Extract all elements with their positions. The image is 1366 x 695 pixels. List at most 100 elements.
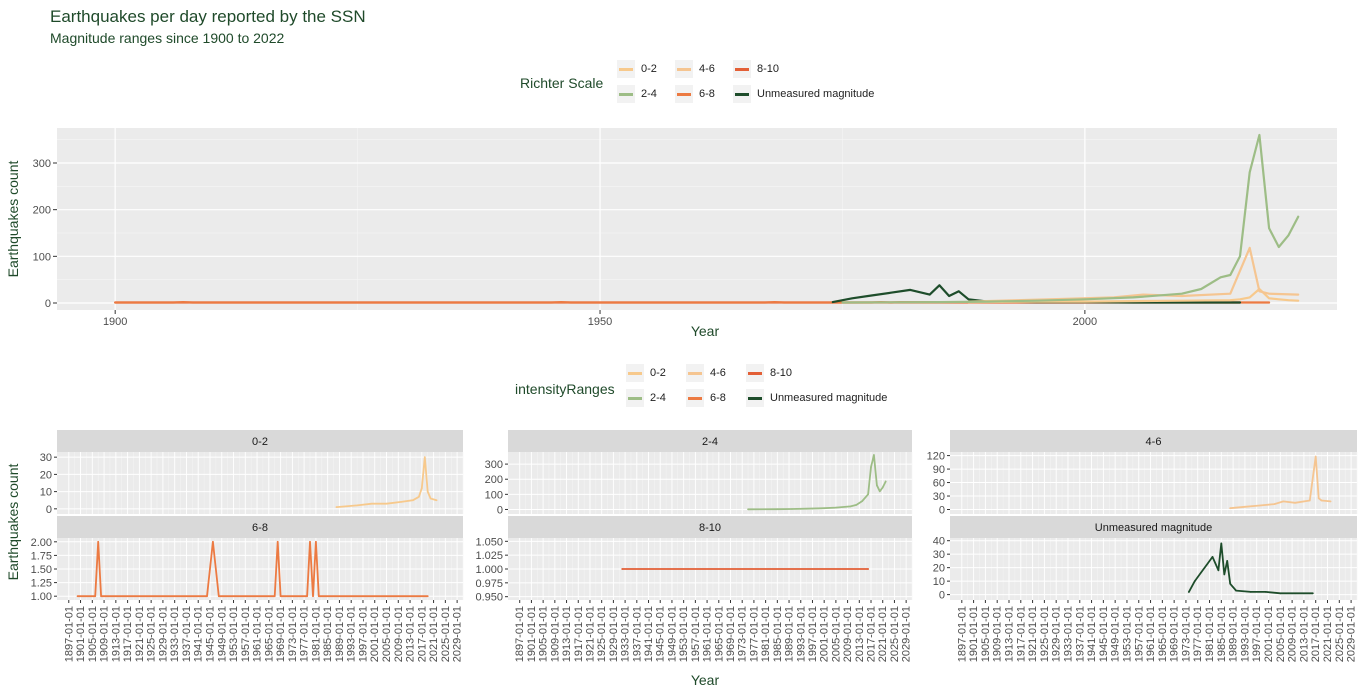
data-point [76,595,79,597]
chart-title: Earthquakes per day reported by the SSN [50,7,366,26]
y-tick-label: 100 [485,489,503,501]
facet-0-2: 0-2 0 10 20 30 [40,430,464,516]
x-tick-label: 1985-01-01 [1216,606,1228,662]
facet-strip [508,516,912,538]
x-tick-label: 2013-01-01 [1298,606,1310,662]
x-tick-label: 1929-01-01 [157,606,169,662]
x-tick-label: 1945-01-01 [204,606,216,662]
x-tick-label: 1925-01-01 [146,606,158,662]
data-point [621,568,623,570]
data-point [849,505,852,508]
legend-bottom-item-unmeasured-magnitude: Unmeasured magnitude [746,389,887,407]
x-tick-label: 1993-01-01 [795,606,807,662]
facet-plot-panel [57,452,463,514]
data-point [1314,455,1317,458]
x-tick-label: 1961-01-01 [252,606,264,662]
x-tick-label: 2000 [1073,316,1097,328]
x-tick-label: 1993-01-01 [346,606,358,662]
data-point [1297,293,1299,296]
x-tick-label: 2005-01-01 [830,606,842,662]
x-tick-label: 2001-01-01 [819,606,831,662]
x-tick-label: 1925-01-01 [1039,606,1051,662]
x-tick-label: 1981-01-01 [310,606,322,662]
legend-label: 2-4 [650,392,666,404]
facet-series-line [76,540,429,598]
facet-series-line [1188,542,1314,595]
x-tick-label: 1933-01-01 [620,606,632,662]
x-tick-label: 1921-01-01 [584,606,596,662]
legend-label: 6-8 [699,88,715,100]
facet-strip [57,516,463,538]
data-point [429,497,432,500]
legend-bottom-item-8-10: 8-10 [746,364,792,382]
x-tick-label: 2029-01-01 [901,606,913,662]
x-tick-label: 1977-01-01 [1192,606,1204,662]
x-tick-label: 1901-01-01 [526,606,538,662]
legend-label: 4-6 [699,63,715,75]
x-tick-label: 2025-01-01 [1334,606,1346,662]
data-point [1235,589,1237,592]
data-point [1217,569,1220,572]
x-tick-label: 1989-01-01 [334,606,346,662]
data-point [832,301,834,303]
x-tick-label: 1897-01-01 [514,606,526,662]
data-point [1229,292,1232,295]
data-point [1268,301,1270,304]
x-tick-label: 1901-01-01 [75,606,87,662]
x-tick-label: 1985-01-01 [322,606,334,662]
x-tick-label: 2029-01-01 [1346,606,1358,662]
data-point [1273,503,1276,505]
y-tick-label: 2.00 [31,537,52,549]
data-point [318,595,320,597]
facet-strip-label: 0-2 [252,436,268,448]
data-point [306,595,308,597]
data-point [371,502,373,505]
legend-top: Richter Scale 0-2 2-4 4-6 6-8 8-10 Unmeasured … [0,0,1366,110]
data-point [1258,134,1261,136]
data-point [851,297,853,300]
x-tick-label: 1921-01-01 [1027,606,1039,662]
data-point [1223,573,1226,576]
facet-series-line [747,454,887,511]
x-tick-label: 1950 [588,316,612,328]
data-point [1248,247,1251,249]
legend-label: 6-8 [710,392,726,404]
data-point [312,595,314,597]
facet-strip-label: 4-6 [1146,436,1162,448]
x-tick-label: 2017-01-01 [1310,606,1322,662]
x-tick-label: 1905-01-01 [980,606,992,662]
x-tick-label: 1941-01-01 [643,606,655,662]
data-point [400,501,403,503]
facet-strip [950,516,1357,538]
legend-bottom-item-0-2: 0-2 [626,364,666,382]
x-tick-label: 1917-01-01 [122,606,134,662]
x-tick-label: 1969-01-01 [1169,606,1181,662]
y-tick-label: 10 [933,576,945,588]
y-tick-label: 30 [933,549,945,561]
y-tick-label: 30 [40,452,52,464]
x-tick-label: 2017-01-01 [866,606,878,662]
x-tick-label: 1933-01-01 [1062,606,1074,662]
data-point [884,480,887,483]
x-tick-label: 2005-01-01 [381,606,393,662]
x-tick-label: 2013-01-01 [854,606,866,662]
data-point [1205,564,1208,566]
legend-key [746,364,764,382]
x-tick-label: 1937-01-01 [631,606,643,662]
data-point [1268,297,1270,300]
facet-plot-panel [950,538,1357,600]
x-tick-label: 1957-01-01 [240,606,252,662]
y-tick-label: 10 [40,487,52,499]
x-tick-label: 1905-01-01 [538,606,550,662]
data-point [1181,299,1183,302]
legend-bottom-title: intensityRanges [515,381,615,397]
data-point [335,506,338,508]
legend-key [617,60,635,78]
data-point [1297,299,1299,302]
y-tick-label: 1.00 [31,591,52,603]
x-tick-label: 1925-01-01 [596,606,608,662]
x-tick-label: 1965-01-01 [263,606,275,662]
